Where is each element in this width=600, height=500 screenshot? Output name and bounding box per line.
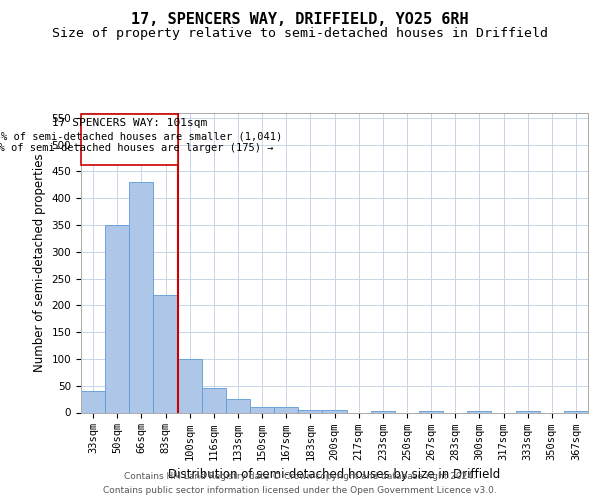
Text: 14% of semi-detached houses are larger (175) →: 14% of semi-detached houses are larger (… xyxy=(0,144,273,154)
Text: Size of property relative to semi-detached houses in Driffield: Size of property relative to semi-detach… xyxy=(52,28,548,40)
Text: Contains public sector information licensed under the Open Government Licence v3: Contains public sector information licen… xyxy=(103,486,497,495)
Text: ← 85% of semi-detached houses are smaller (1,041): ← 85% of semi-detached houses are smalle… xyxy=(0,131,283,141)
Bar xyxy=(81,391,105,412)
Bar xyxy=(154,294,178,412)
Bar xyxy=(298,410,322,412)
Text: Contains HM Land Registry data © Crown copyright and database right 2024.: Contains HM Land Registry data © Crown c… xyxy=(124,472,476,481)
Bar xyxy=(202,388,226,412)
Bar xyxy=(250,407,274,412)
Text: 17 SPENCERS WAY: 101sqm: 17 SPENCERS WAY: 101sqm xyxy=(52,118,207,128)
Bar xyxy=(226,399,250,412)
Bar xyxy=(129,182,154,412)
X-axis label: Distribution of semi-detached houses by size in Driffield: Distribution of semi-detached houses by … xyxy=(169,468,500,481)
Bar xyxy=(274,407,298,412)
Bar xyxy=(322,410,347,412)
Bar xyxy=(178,359,202,412)
Y-axis label: Number of semi-detached properties: Number of semi-detached properties xyxy=(33,153,46,372)
Bar xyxy=(105,225,129,412)
Text: 17, SPENCERS WAY, DRIFFIELD, YO25 6RH: 17, SPENCERS WAY, DRIFFIELD, YO25 6RH xyxy=(131,12,469,28)
FancyBboxPatch shape xyxy=(81,114,178,165)
